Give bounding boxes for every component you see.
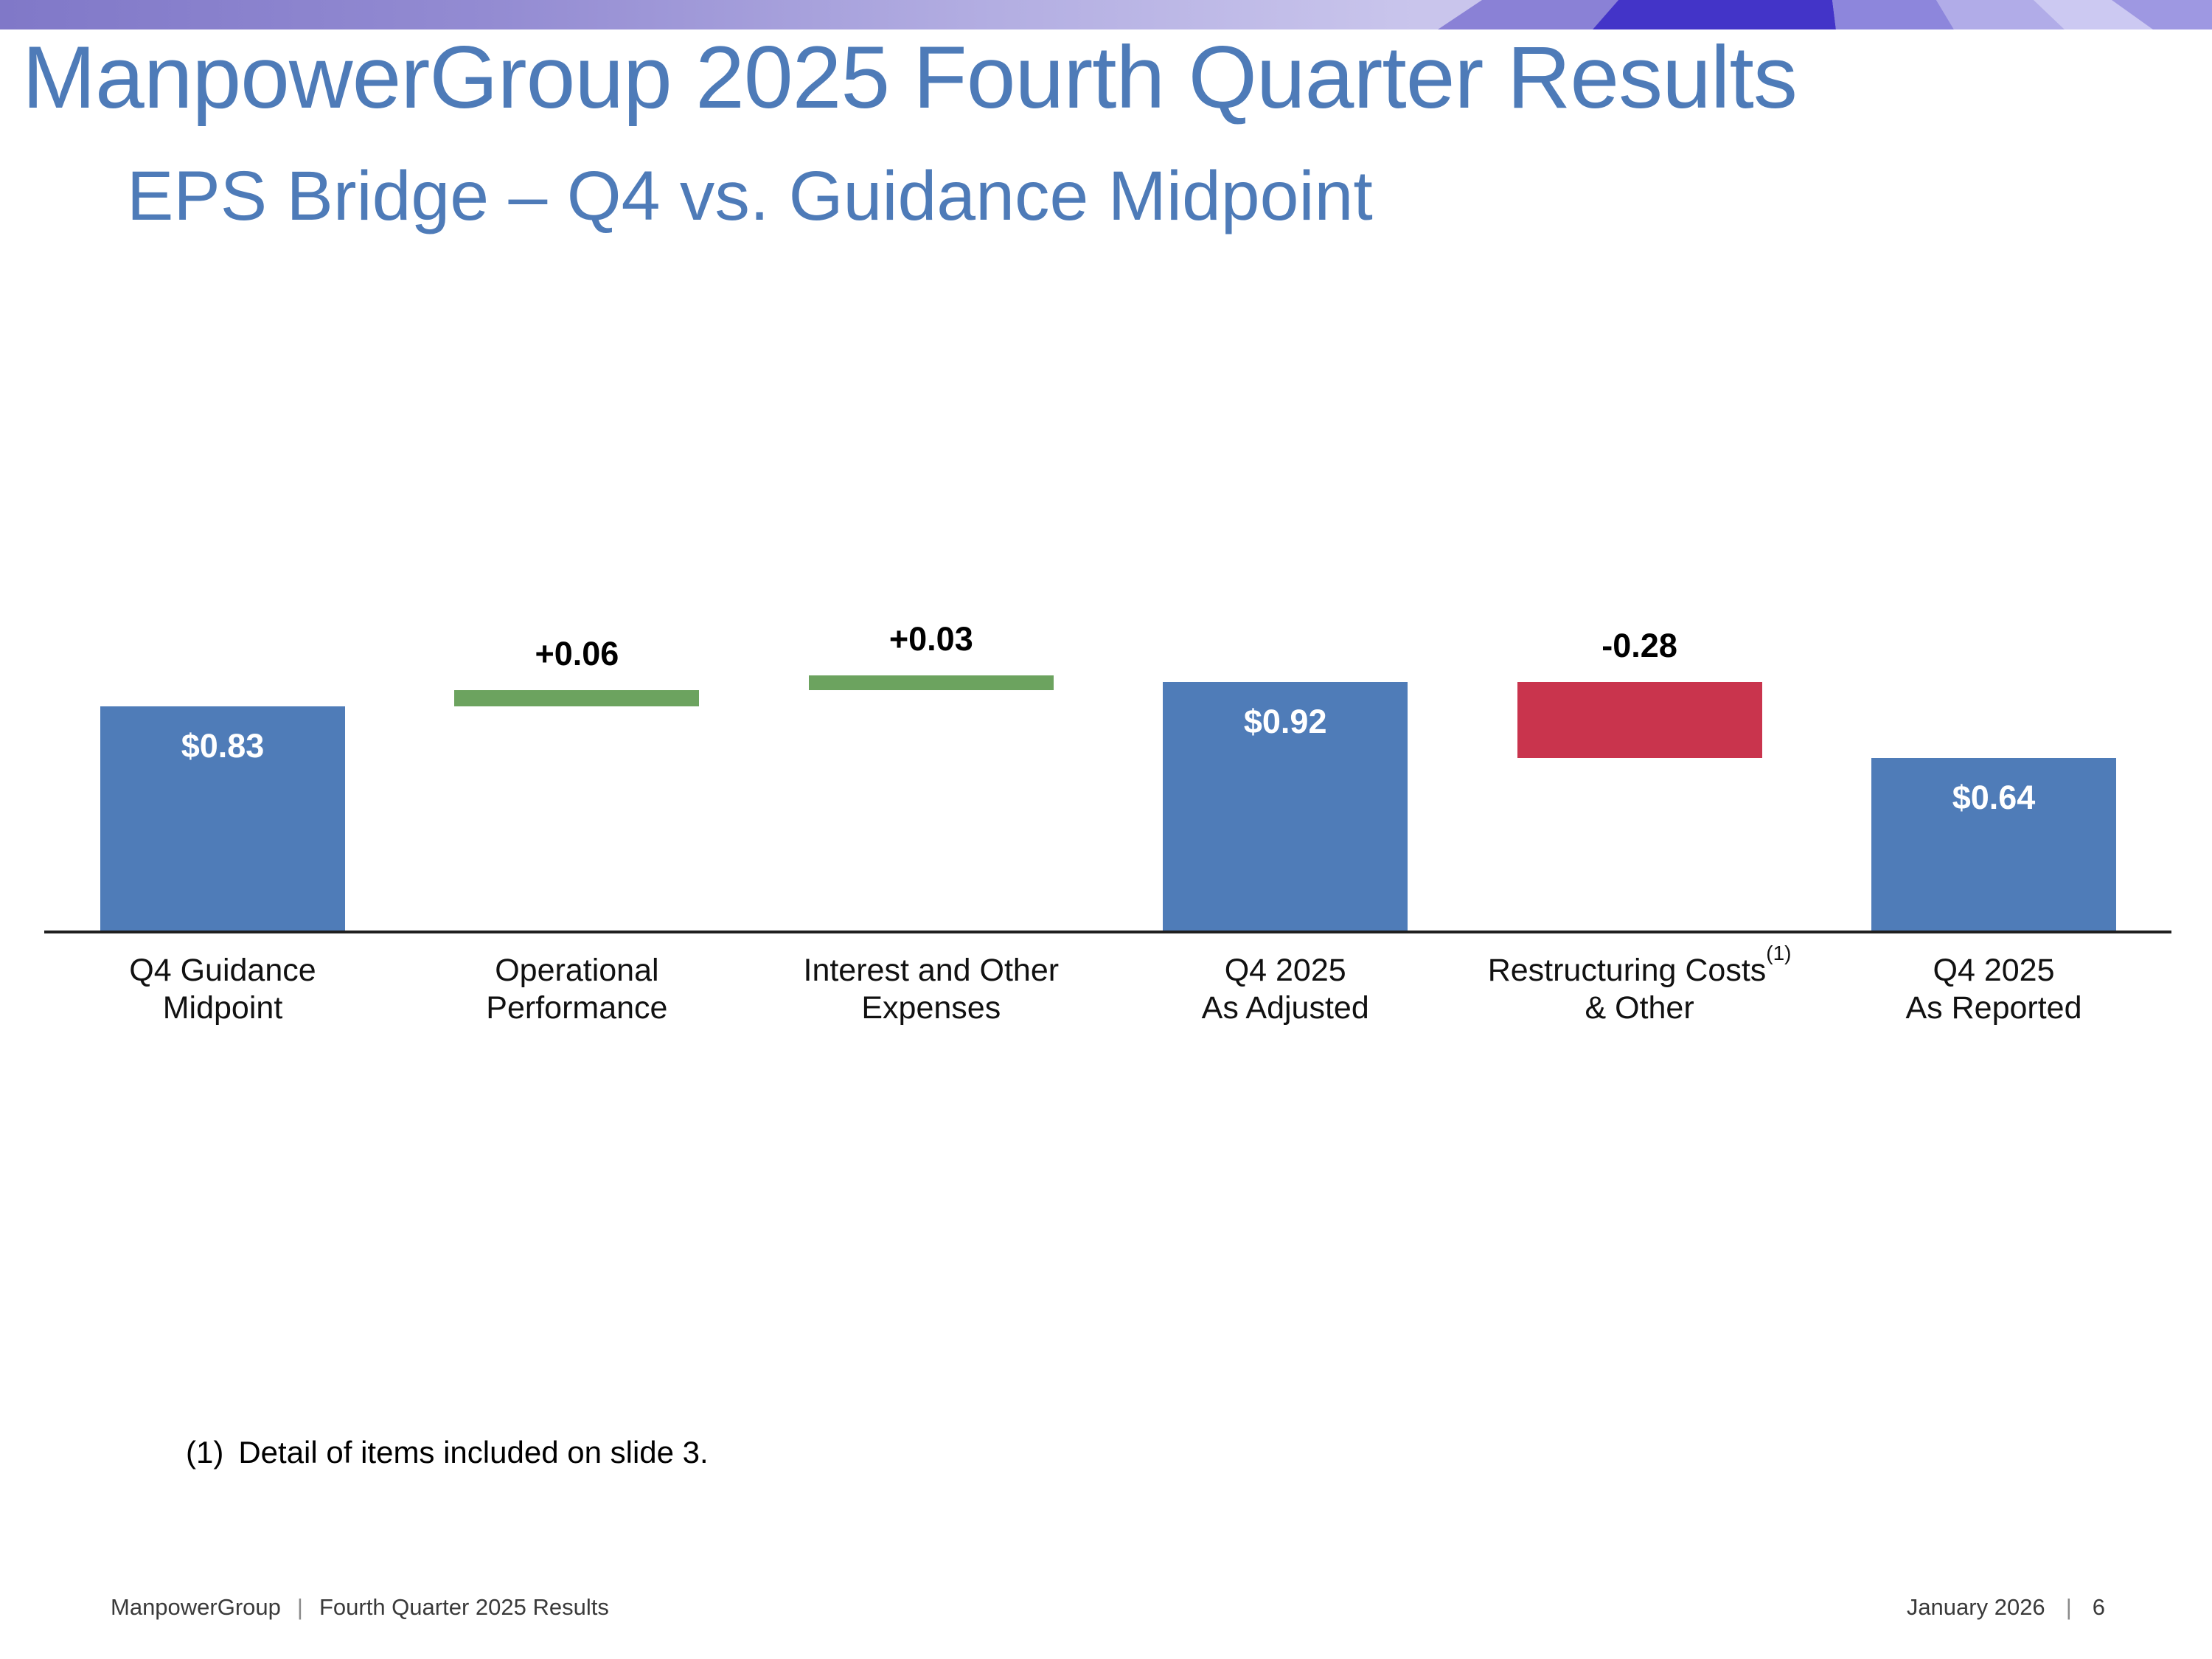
value-label-1: +0.06 — [535, 635, 619, 673]
footer-left-separator: | — [296, 1594, 303, 1620]
header-band-fan-graphic — [1438, 0, 2212, 29]
waterfall-bar-3 — [1163, 682, 1408, 931]
category-label-0: Q4 Guidance Midpoint — [129, 953, 316, 1026]
footer-page-number: 6 — [2092, 1594, 2105, 1620]
footnote-reference: (1) — [1766, 942, 1792, 964]
value-label-4: -0.28 — [1601, 627, 1677, 665]
category-label-4: Restructuring Costs(1) & Other — [1487, 942, 1792, 1026]
value-label-2: +0.03 — [888, 620, 973, 658]
footnote-text: Detail of items included on slide 3. — [238, 1435, 709, 1470]
header-band — [0, 0, 2212, 29]
x-axis-baseline — [44, 931, 2171, 933]
waterfall-bar-4 — [1517, 682, 1762, 758]
waterfall-bar-1 — [454, 690, 700, 707]
category-label-2: Interest and Other Expenses — [803, 953, 1060, 1026]
value-label-0: $0.83 — [181, 727, 265, 765]
page-title: ManpowerGroup 2025 Fourth Quarter Result… — [22, 28, 1798, 127]
value-label-3: $0.92 — [1243, 703, 1327, 741]
category-label-5: Q4 2025 As Reported — [1905, 953, 2082, 1026]
waterfall-bar-0 — [100, 706, 345, 931]
waterfall-bar-2 — [808, 675, 1054, 691]
category-label-1: Operational Performance — [486, 953, 668, 1026]
footer-right: January 2026 | 6 — [1907, 1594, 2105, 1621]
page-subtitle: EPS Bridge – Q4 vs. Guidance Midpoint — [127, 157, 1373, 235]
footnote: (1) Detail of items included on slide 3. — [186, 1435, 709, 1470]
footer-brand: ManpowerGroup — [111, 1594, 281, 1620]
category-label-3: Q4 2025 As Adjusted — [1201, 953, 1369, 1026]
footnote-marker: (1) — [186, 1435, 224, 1470]
value-label-5: $0.64 — [1952, 778, 2036, 816]
footer-deck-title: Fourth Quarter 2025 Results — [319, 1594, 609, 1620]
footer-left: ManpowerGroup | Fourth Quarter 2025 Result… — [111, 1594, 609, 1621]
footer-date: January 2026 — [1906, 1594, 2045, 1620]
waterfall-bar-5 — [1871, 757, 2116, 931]
footer-right-separator: | — [2065, 1594, 2072, 1620]
